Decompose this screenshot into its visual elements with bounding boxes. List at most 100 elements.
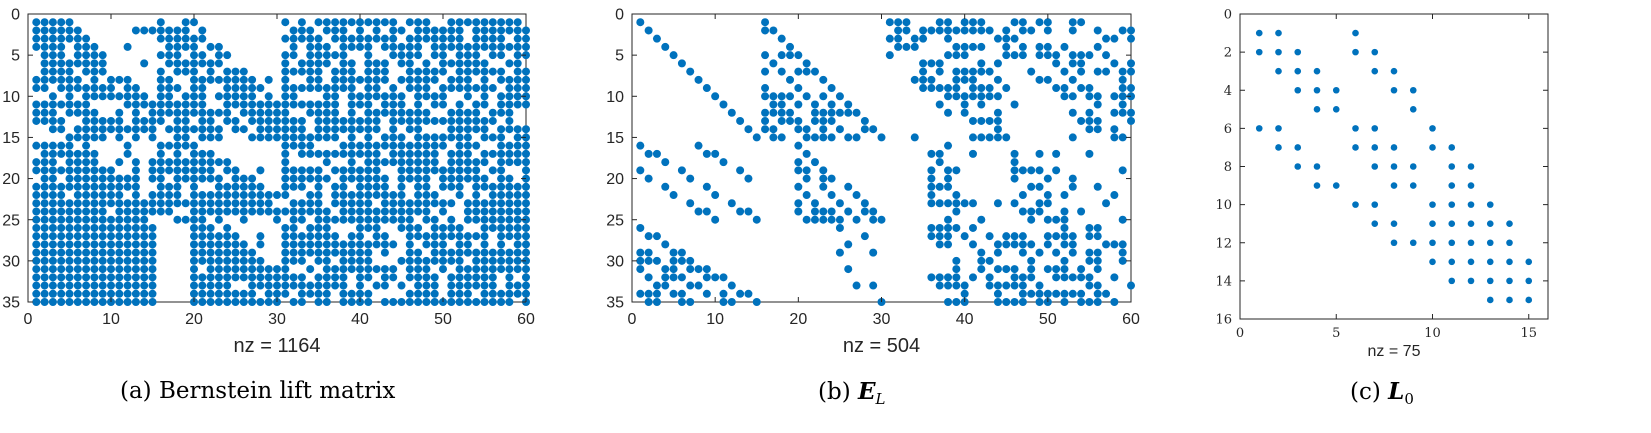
nonzero-marker (165, 100, 174, 109)
nonzero-marker (960, 42, 969, 51)
nonzero-marker (289, 182, 298, 191)
nonzero-marker (985, 116, 994, 125)
nonzero-marker (107, 215, 115, 224)
nonzero-marker (522, 265, 530, 274)
nonzero-marker (140, 256, 149, 265)
nonzero-marker (331, 92, 340, 101)
nonzero-marker (677, 298, 686, 306)
nonzero-marker (289, 92, 298, 101)
nonzero-marker (131, 248, 140, 257)
nonzero-marker (264, 100, 273, 109)
nonzero-marker (455, 26, 464, 35)
nonzero-marker (156, 67, 165, 76)
nonzero-marker (405, 51, 414, 60)
nonzero-marker (1255, 125, 1263, 132)
nonzero-marker (1448, 277, 1456, 285)
nonzero-marker (405, 59, 414, 68)
nonzero-marker (73, 26, 82, 35)
nonzero-marker (644, 256, 653, 265)
nonzero-marker (844, 100, 853, 109)
nonzero-marker (90, 199, 99, 208)
nonzero-marker (1093, 256, 1102, 265)
nonzero-marker (181, 108, 190, 117)
nonzero-marker (952, 207, 961, 216)
nonzero-marker (156, 141, 165, 150)
nonzero-marker (1052, 166, 1061, 175)
nonzero-marker (331, 281, 340, 290)
y-tick-label: 30 (2, 253, 20, 270)
nonzero-marker (239, 248, 248, 257)
nonzero-marker (181, 141, 190, 150)
nonzero-marker (40, 207, 49, 216)
nonzero-marker (677, 59, 686, 68)
nonzero-marker (927, 232, 936, 241)
nonzero-marker (669, 289, 678, 298)
nonzero-marker (505, 232, 514, 241)
nonzero-marker (48, 256, 57, 265)
nonzero-marker (214, 59, 223, 68)
nonzero-marker (497, 256, 506, 265)
nonzero-marker (944, 240, 953, 249)
nonzero-marker (65, 207, 74, 216)
nonzero-marker (206, 59, 215, 68)
nonzero-marker (686, 174, 695, 183)
nonzero-marker (32, 26, 41, 35)
nonzero-marker (497, 240, 506, 249)
nonzero-marker (256, 191, 265, 200)
nonzero-marker (264, 191, 273, 200)
nonzero-marker (430, 149, 439, 158)
nonzero-marker (156, 75, 165, 84)
nonzero-marker (497, 125, 506, 134)
nonzero-marker (472, 158, 481, 167)
nonzero-marker (98, 223, 107, 232)
nonzero-marker (968, 26, 977, 35)
nonzero-marker (223, 92, 232, 101)
nonzero-marker (90, 223, 99, 232)
nonzero-marker (131, 298, 140, 306)
y-tick-label: 30 (606, 253, 624, 270)
nonzero-marker (761, 108, 770, 117)
nonzero-marker (322, 116, 331, 125)
nonzero-marker (786, 116, 795, 125)
nonzero-marker (48, 158, 57, 167)
nonzero-marker (115, 158, 124, 167)
nonzero-marker (256, 116, 265, 125)
nonzero-marker (794, 158, 803, 167)
nonzero-marker (1332, 86, 1340, 94)
nonzero-marker (140, 223, 149, 232)
nonzero-marker (73, 191, 82, 200)
nonzero-marker (430, 273, 439, 282)
nonzero-marker (198, 289, 207, 298)
nonzero-marker (372, 92, 381, 101)
nonzero-marker (472, 51, 481, 60)
nonzero-marker (488, 133, 497, 142)
nonzero-marker (380, 67, 389, 76)
nonzero-marker (347, 191, 356, 200)
nonzero-marker (32, 182, 41, 191)
nonzero-marker (131, 215, 140, 224)
nonzero-marker (289, 141, 298, 150)
nonzero-marker (455, 149, 464, 158)
nonzero-marker (1010, 273, 1019, 282)
nonzero-marker (405, 289, 414, 298)
nonzero-marker (364, 18, 373, 27)
nonzero-marker (281, 84, 290, 93)
nonzero-marker (123, 125, 132, 134)
nonzero-marker (214, 199, 223, 208)
nonzero-marker (206, 149, 215, 158)
nonzero-marker (115, 108, 124, 117)
nonzero-marker (1313, 67, 1321, 75)
nonzero-marker (463, 18, 472, 27)
nonzero-marker (380, 158, 389, 167)
nonzero-marker (993, 34, 1002, 43)
nonzero-marker (985, 133, 994, 142)
nonzero-marker (40, 141, 49, 150)
nonzero-marker (115, 182, 124, 191)
nonzero-marker (356, 100, 364, 109)
nonzero-marker (414, 100, 423, 109)
nonzero-marker (98, 232, 107, 241)
nonzero-marker (1102, 67, 1111, 76)
nonzero-marker (505, 248, 514, 257)
nonzero-marker (1093, 298, 1102, 306)
nonzero-marker (1486, 220, 1494, 227)
